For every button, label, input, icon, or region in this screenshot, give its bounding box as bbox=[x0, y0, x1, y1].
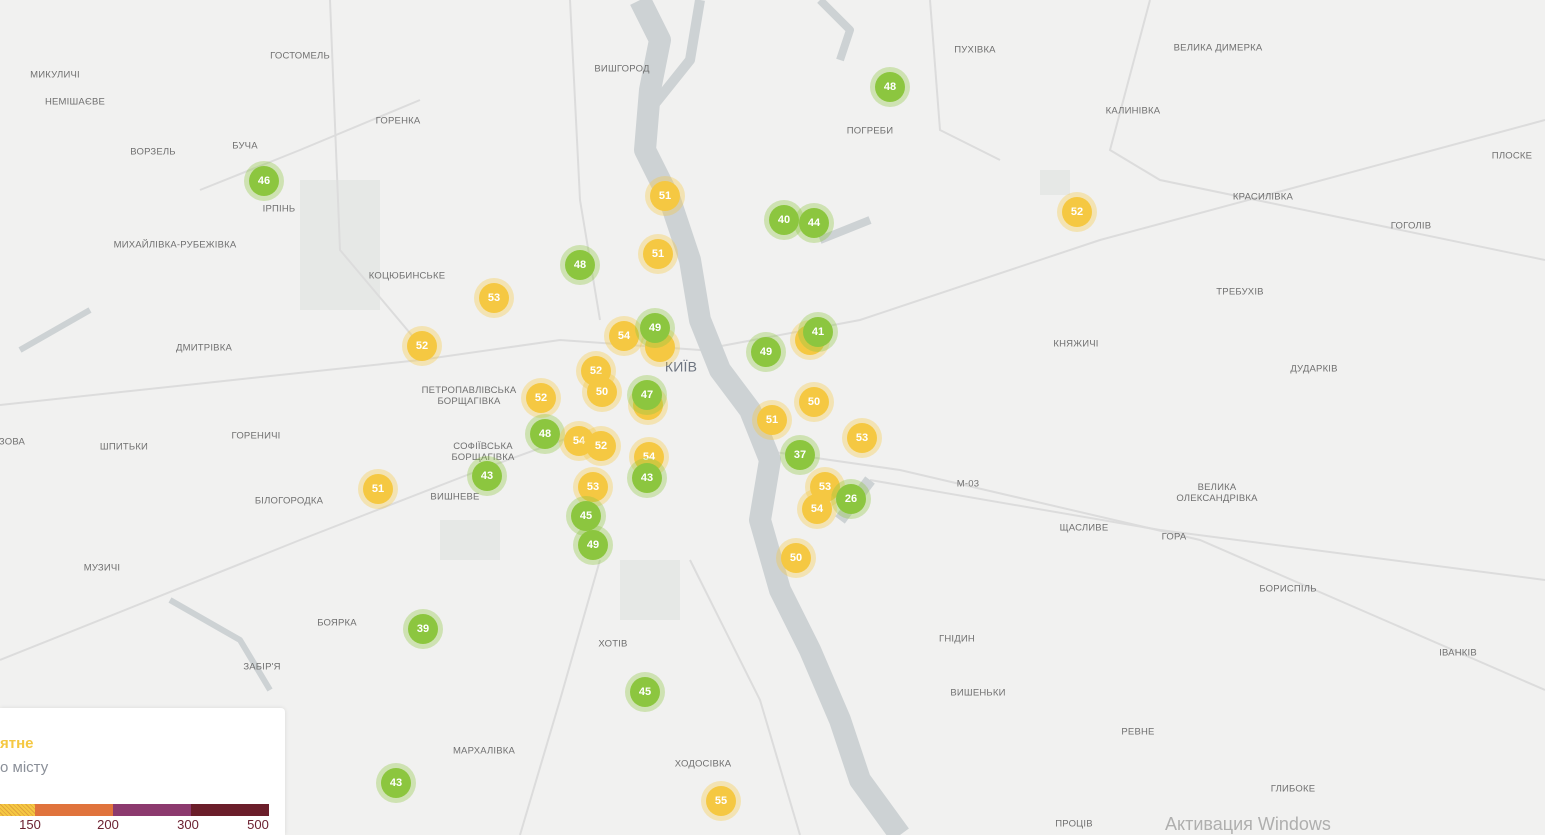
place-label: ЩАСЛИВЕ bbox=[1059, 522, 1109, 534]
aqi-marker[interactable]: 52 bbox=[407, 331, 437, 361]
aqi-marker[interactable]: 49 bbox=[578, 530, 608, 560]
place-label: МАРХАЛІВКА bbox=[452, 745, 516, 757]
place-label: ВИШГОРОД bbox=[594, 63, 650, 75]
legend-tick: 500 bbox=[247, 817, 269, 832]
place-label: ІРПІНЬ bbox=[262, 203, 296, 215]
place-label: ГОРА bbox=[1161, 531, 1187, 543]
place-label: КОЦЮБИНСЬКЕ bbox=[368, 270, 446, 282]
place-label: ПЕТРОПАВЛІВСЬКА БОРЩАГІВКА bbox=[421, 385, 517, 407]
aqi-marker[interactable]: 50 bbox=[799, 387, 829, 417]
place-label: МИКУЛИЧІ bbox=[30, 69, 80, 81]
place-label: ВИШЕНЬКИ bbox=[950, 687, 1006, 699]
aqi-marker[interactable]: 48 bbox=[565, 250, 595, 280]
place-label: ВИШНЕВЕ bbox=[430, 491, 480, 503]
windows-activation-watermark: Активация Windows bbox=[1165, 814, 1331, 834]
aqi-marker[interactable]: 39 bbox=[408, 614, 438, 644]
legend-subtitle: о місту bbox=[0, 759, 49, 776]
aqi-marker[interactable]: 46 bbox=[249, 166, 279, 196]
place-label: ДУДАРКІВ bbox=[1290, 363, 1338, 375]
place-label: СОФІЇВСЬКА БОРЩАГІВКА bbox=[451, 441, 515, 463]
aqi-marker[interactable]: 26 bbox=[836, 484, 866, 514]
legend-tick: 150 bbox=[19, 817, 41, 832]
place-label: ХОДОСІВКА bbox=[674, 758, 732, 770]
legend-bar-very-unhealthy bbox=[113, 804, 191, 816]
place-label: БУЧА bbox=[232, 140, 258, 152]
aqi-marker[interactable]: 49 bbox=[640, 313, 670, 343]
place-label: ДМИТРІВКА bbox=[176, 342, 232, 354]
aqi-marker[interactable]: 53 bbox=[578, 472, 608, 502]
place-label: ВЕЛИКА ОЛЕКСАНДРІВКА bbox=[1176, 482, 1258, 504]
aqi-marker[interactable]: 50 bbox=[587, 377, 617, 407]
aqi-marker[interactable]: 51 bbox=[757, 405, 787, 435]
aqi-marker[interactable]: 53 bbox=[847, 423, 877, 453]
aqi-marker[interactable]: 52 bbox=[526, 383, 556, 413]
place-label: ЗОВА bbox=[0, 436, 26, 448]
aqi-marker[interactable]: 45 bbox=[571, 501, 601, 531]
aqi-marker[interactable]: 41 bbox=[803, 317, 833, 347]
aqi-marker[interactable]: 54 bbox=[802, 494, 832, 524]
aqi-marker[interactable]: 37 bbox=[785, 440, 815, 470]
place-label: ІВАНКІВ bbox=[1439, 647, 1477, 659]
place-label: ВЕЛИКА ДИМЕРКА bbox=[1173, 42, 1263, 54]
aqi-marker[interactable]: 44 bbox=[799, 208, 829, 238]
place-label: ПРОЦІВ bbox=[1055, 818, 1093, 830]
place-label: ГОСТОМЕЛЬ bbox=[270, 50, 330, 62]
aqi-marker[interactable]: 51 bbox=[643, 239, 673, 269]
place-label: ГЛИБОКЕ bbox=[1270, 783, 1316, 795]
aqi-marker[interactable]: 51 bbox=[650, 181, 680, 211]
place-label: НЕМІШАЄВЕ bbox=[44, 96, 106, 108]
aqi-marker[interactable]: 54 bbox=[609, 321, 639, 351]
aqi-marker[interactable]: 52 bbox=[586, 431, 616, 461]
legend-tick: 300 bbox=[177, 817, 199, 832]
dnipro-river bbox=[18, 0, 909, 835]
place-label: ХОТІВ bbox=[598, 638, 628, 650]
aqi-marker[interactable]: 48 bbox=[875, 72, 905, 102]
place-label: МУЗИЧІ bbox=[83, 562, 121, 574]
place-label: ГНІДИН bbox=[939, 633, 975, 645]
aqi-marker[interactable]: 49 bbox=[751, 337, 781, 367]
place-label: ГОГОЛІВ bbox=[1390, 220, 1432, 232]
aqi-marker[interactable]: 55 bbox=[706, 786, 736, 816]
place-label: ШПИТЬКИ bbox=[99, 441, 149, 453]
aqi-marker[interactable]: 47 bbox=[632, 380, 662, 410]
aqi-marker[interactable]: 45 bbox=[630, 677, 660, 707]
legend-bar-unhealthy bbox=[35, 804, 113, 816]
aqi-marker[interactable]: 53 bbox=[479, 283, 509, 313]
place-label: БОРИСПІЛЬ bbox=[1259, 583, 1317, 595]
place-label: КАЛИНІВКА bbox=[1105, 105, 1161, 117]
aqi-marker[interactable]: 43 bbox=[472, 461, 502, 491]
aqi-marker[interactable]: 48 bbox=[530, 419, 560, 449]
place-label: КРАСИЛІВКА bbox=[1232, 191, 1294, 203]
aqi-legend: ятне о місту 150 200 300 500 bbox=[0, 708, 285, 835]
place-label: ГОРЕНИЧІ bbox=[231, 430, 281, 442]
city-label-kyiv: КИЇВ bbox=[664, 358, 698, 375]
place-label: ПЛОСКЕ bbox=[1491, 150, 1533, 162]
aqi-marker[interactable]: 43 bbox=[381, 768, 411, 798]
aqi-marker[interactable]: 40 bbox=[769, 205, 799, 235]
place-label: РЕВНЕ bbox=[1121, 726, 1155, 738]
place-label: БІЛОГОРОДКА bbox=[254, 495, 324, 507]
legend-title: ятне bbox=[0, 735, 34, 752]
place-label: ПОГРЕБИ bbox=[846, 125, 894, 137]
place-label: ТРЕБУХІВ bbox=[1216, 286, 1264, 298]
place-label: ЗАБІР'Я bbox=[243, 661, 281, 673]
place-label: ПУХІВКА bbox=[954, 44, 996, 56]
aqi-marker[interactable]: 52 bbox=[1062, 197, 1092, 227]
aqi-marker[interactable]: 50 bbox=[781, 543, 811, 573]
legend-bar-moderate bbox=[0, 804, 35, 816]
place-label: МИХАЙЛІВКА-РУБЕЖІВКА bbox=[113, 239, 237, 251]
legend-tick: 200 bbox=[97, 817, 119, 832]
aqi-marker[interactable]: 51 bbox=[363, 474, 393, 504]
place-label: М-03 bbox=[956, 478, 980, 490]
place-label: БОЯРКА bbox=[317, 617, 357, 629]
place-label: КНЯЖИЧІ bbox=[1053, 338, 1099, 350]
place-label: ВОРЗЕЛЬ bbox=[130, 146, 176, 158]
legend-bar-hazardous bbox=[191, 804, 269, 816]
aqi-marker[interactable]: 43 bbox=[632, 463, 662, 493]
place-label: ГОРЕНКА bbox=[375, 115, 421, 127]
